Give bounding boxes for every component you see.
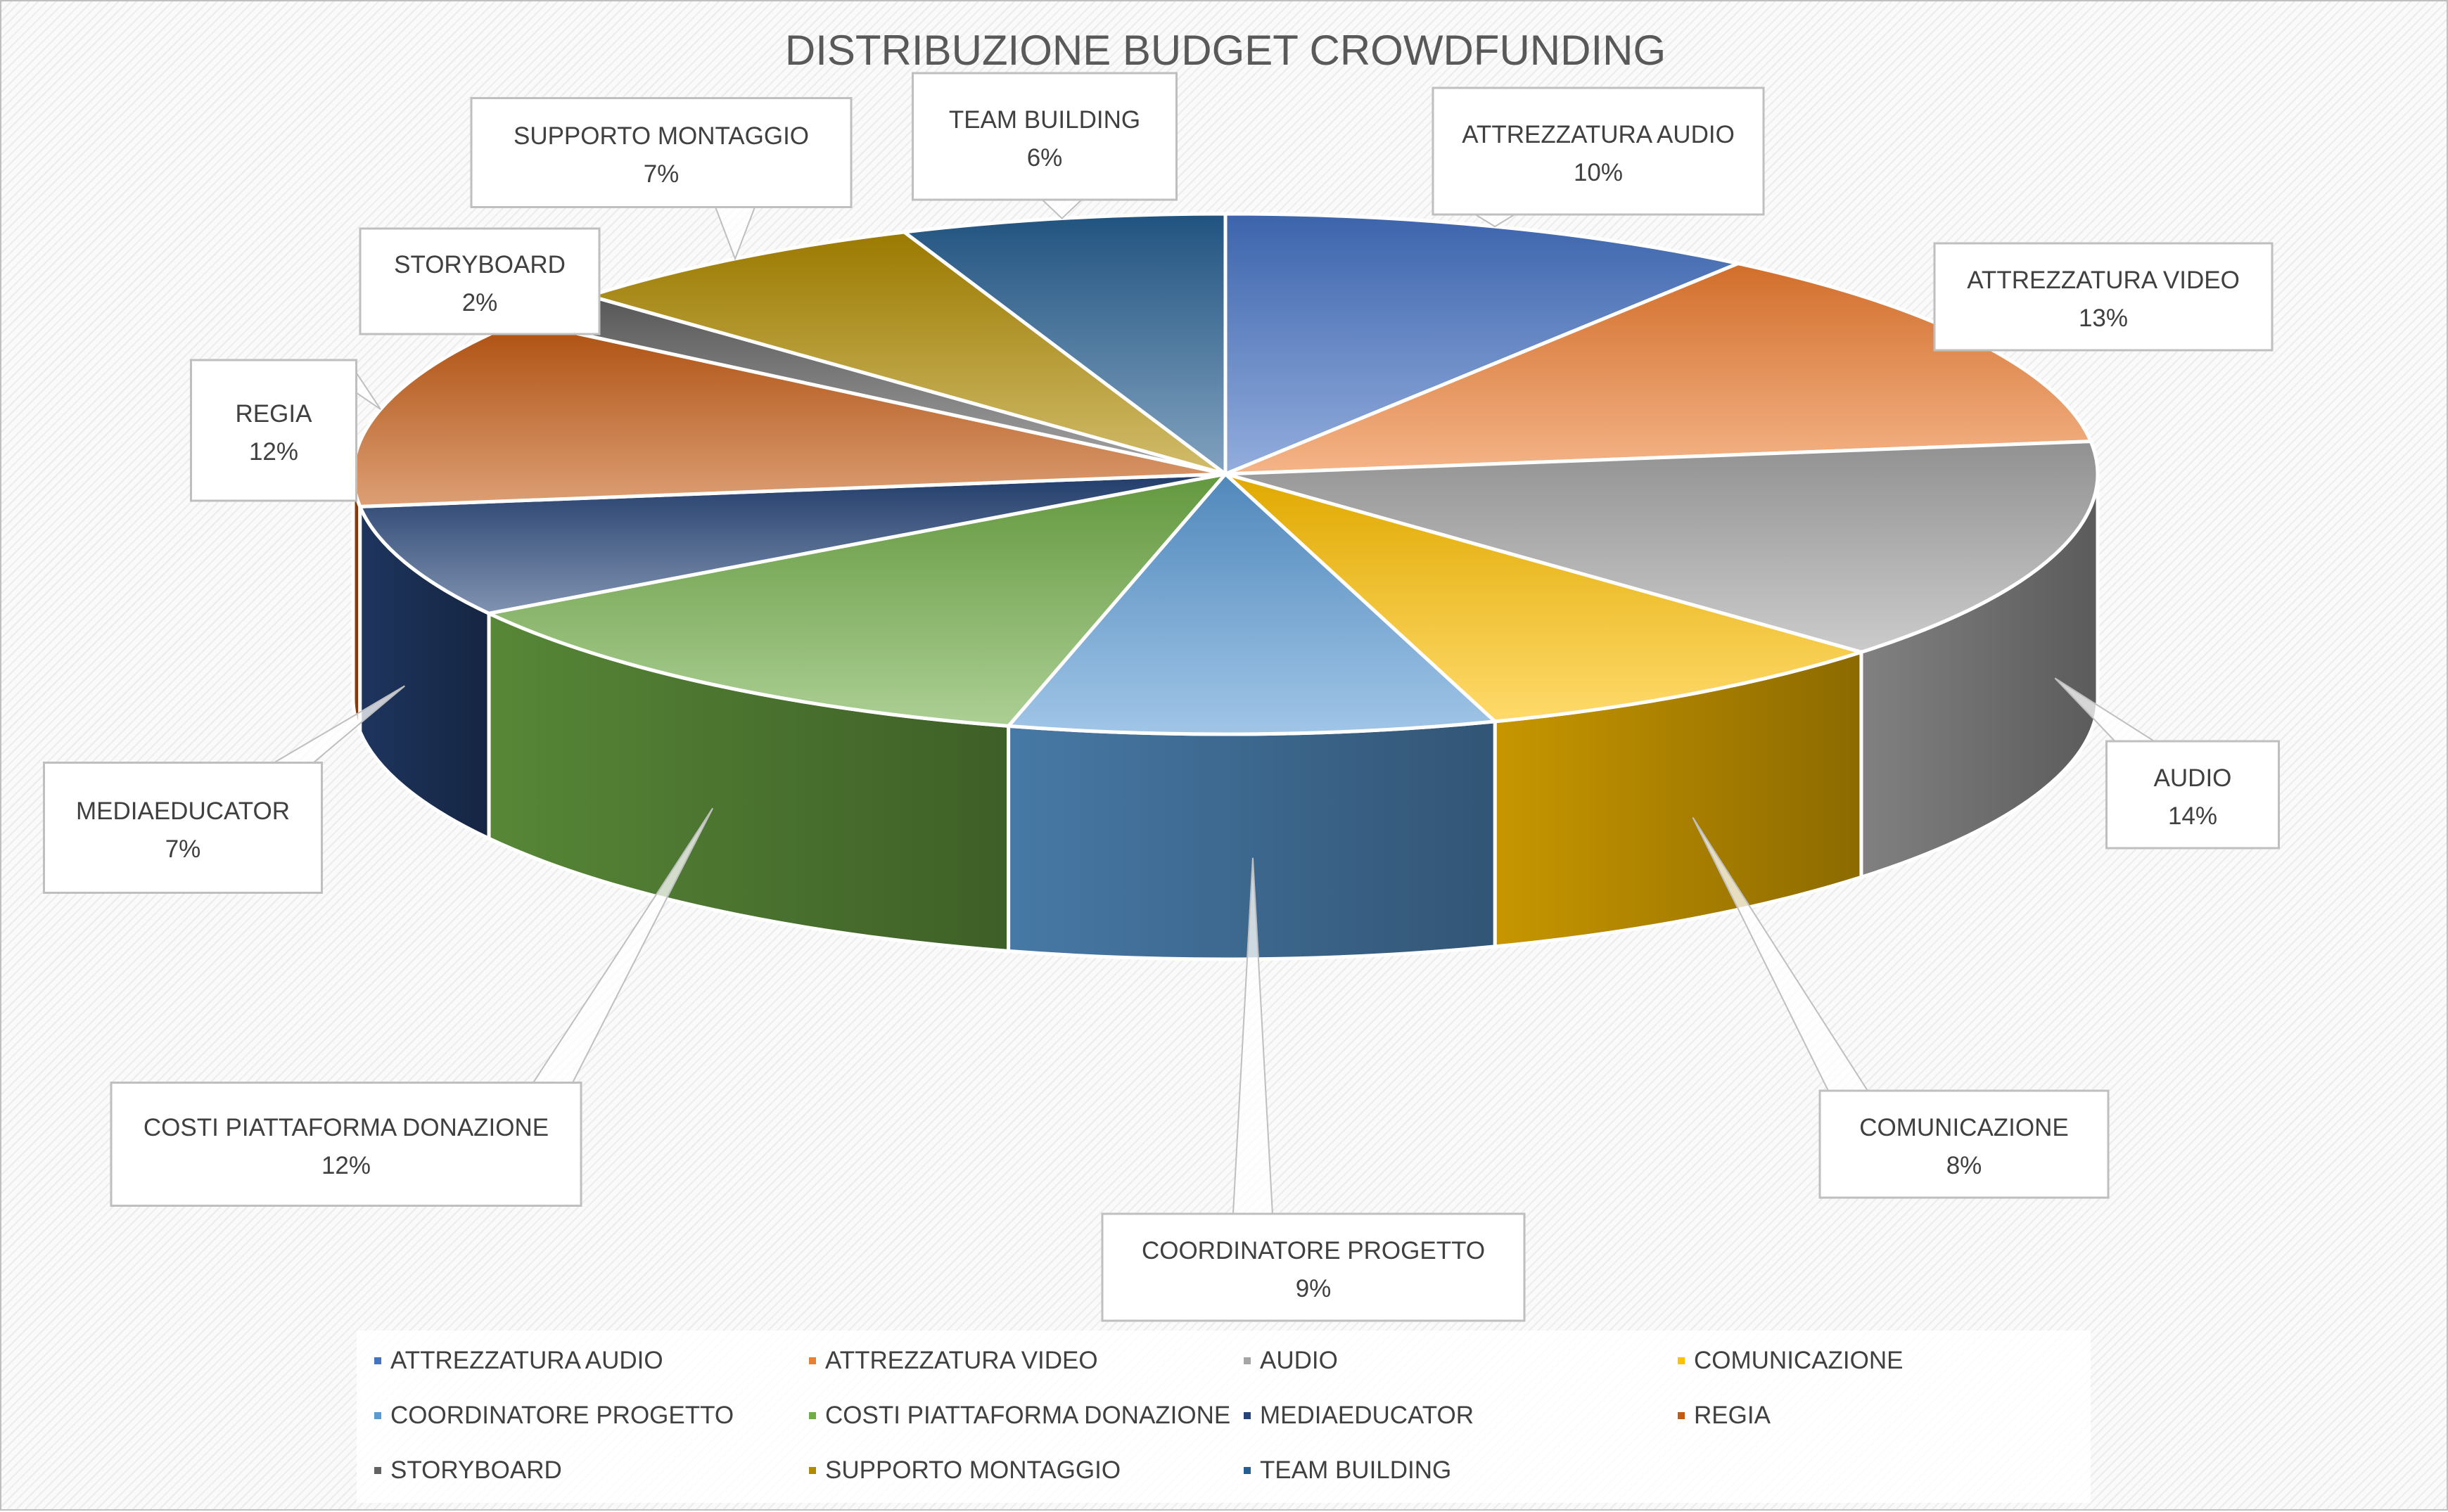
legend-label: ATTREZZATURA VIDEO	[825, 1347, 1098, 1374]
data-label-coordinatore-progetto: COORDINATORE PROGETTO 9%	[1101, 857, 1526, 1322]
legend-label: TEAM BUILDING	[1260, 1456, 1451, 1484]
slice-comunicazione	[1223, 472, 1863, 724]
label-value: 2%	[462, 289, 498, 316]
legend-item-team-building: TEAM BUILDING	[1244, 1456, 1451, 1484]
data-label-regia: REGIA 12%	[190, 359, 381, 502]
leader-line	[1040, 199, 1084, 219]
label-box	[359, 227, 601, 335]
legend-item-supporto-montaggio: SUPPORTO MONTAGGIO	[809, 1456, 1121, 1484]
legend-item-regia: REGIA	[1678, 1402, 1771, 1429]
slice-audio	[1223, 440, 2100, 654]
label-box	[2105, 740, 2280, 850]
legend-swatch	[1244, 1412, 1251, 1419]
legend-label: COMUNICAZIONE	[1694, 1347, 1904, 1374]
label-category: STORYBOARD	[394, 251, 566, 278]
label-box	[470, 97, 853, 208]
label-box	[1933, 242, 2274, 352]
data-label-audio: AUDIO 14%	[2054, 677, 2280, 850]
legend-swatch	[809, 1412, 816, 1419]
legend-swatch	[1678, 1357, 1685, 1364]
legend-item-coordinatore-progetto: COORDINATORE PROGETTO	[374, 1402, 734, 1429]
data-label-comunicazione: COMUNICAZIONE 8%	[1692, 816, 2110, 1199]
data-label-costi-piattaforma-donazione: COSTI PIATTAFORMA DONAZIONE 12%	[110, 807, 714, 1207]
legend-panel	[357, 1331, 2091, 1503]
label-box	[1818, 1089, 2110, 1199]
chart-title: DISTRIBUZIONE BUDGET CROWDFUNDING	[785, 27, 1666, 74]
legend-label: COSTI PIATTAFORMA DONAZIONE	[825, 1402, 1230, 1429]
label-value: 6%	[1027, 144, 1063, 172]
label-value: 9%	[1296, 1275, 1332, 1302]
legend-item-storyboard: STORYBOARD	[374, 1456, 562, 1484]
label-category: AUDIO	[2154, 764, 2232, 792]
legend-label: STORYBOARD	[390, 1456, 562, 1484]
pie-side-walls	[351, 473, 2100, 961]
legend-item-costi-piattaforma-donazione: COSTI PIATTAFORMA DONAZIONE	[809, 1402, 1230, 1429]
label-category: SUPPORTO MONTAGGIO	[514, 122, 809, 150]
label-category: TEAM BUILDING	[949, 106, 1140, 134]
label-box	[1101, 1212, 1526, 1322]
label-category: COMUNICAZIONE	[1859, 1114, 2069, 1141]
label-value: 10%	[1574, 159, 1623, 186]
data-label-attrezzatura-video: ATTREZZATURA VIDEO 13%	[1933, 242, 2274, 352]
legend-item-mediaeducator: MEDIAEDUCATOR	[1244, 1402, 1474, 1429]
label-value: 12%	[249, 438, 298, 466]
label-value: 13%	[2079, 305, 2128, 332]
label-box	[912, 72, 1178, 201]
slice-coordinatore-progetto	[1007, 472, 1497, 736]
legend-swatch	[374, 1357, 381, 1364]
label-category: MEDIAEDUCATOR	[76, 797, 290, 825]
data-label-supporto-montaggio: SUPPORTO MONTAGGIO 7%	[470, 97, 853, 261]
legend-label: MEDIAEDUCATOR	[1260, 1402, 1474, 1429]
label-box	[43, 762, 323, 894]
legend-swatch	[374, 1412, 381, 1419]
label-value: 12%	[321, 1152, 371, 1179]
pie-slices	[351, 212, 2100, 736]
legend-item-attrezzatura-video: ATTREZZATURA VIDEO	[809, 1347, 1098, 1374]
label-box	[110, 1082, 582, 1207]
label-category: COSTI PIATTAFORMA DONAZIONE	[144, 1114, 549, 1141]
legend-swatch	[1678, 1412, 1685, 1419]
legend-swatch	[1244, 1467, 1251, 1474]
data-label-team-building: TEAM BUILDING 6%	[912, 72, 1178, 219]
label-value: 8%	[1946, 1152, 1982, 1179]
legend-swatch	[809, 1467, 816, 1474]
legend-label: ATTREZZATURA AUDIO	[390, 1347, 663, 1374]
label-box	[1432, 87, 1765, 216]
data-label-storyboard: STORYBOARD 2%	[359, 227, 601, 335]
legend-swatch	[1244, 1357, 1251, 1364]
label-box	[190, 359, 357, 502]
leader-line	[714, 206, 756, 261]
label-value: 7%	[644, 160, 680, 188]
slice-costi-piattaforma-donazione	[487, 472, 1228, 728]
label-category: ATTREZZATURA AUDIO	[1462, 121, 1735, 148]
data-label-mediaeducator: MEDIAEDUCATOR 7%	[43, 685, 405, 894]
legend-swatch	[374, 1467, 381, 1474]
legend-label: REGIA	[1694, 1402, 1771, 1429]
legend-swatch	[809, 1357, 816, 1364]
legend-label: AUDIO	[1260, 1347, 1338, 1374]
legend: ATTREZZATURA AUDIO ATTREZZATURA VIDEO AUDI…	[357, 1331, 2091, 1503]
label-category: REGIA	[236, 400, 313, 428]
legend-item-audio: AUDIO	[1244, 1347, 1338, 1374]
slice-mediaeducator	[358, 472, 1228, 615]
legend-label: COORDINATORE PROGETTO	[390, 1402, 734, 1429]
legend-item-comunicazione: COMUNICAZIONE	[1678, 1347, 1904, 1374]
legend-item-attrezzatura-audio: ATTREZZATURA AUDIO	[374, 1347, 663, 1374]
label-value: 7%	[165, 835, 201, 863]
label-category: ATTREZZATURA VIDEO	[1967, 267, 2240, 294]
legend-label: SUPPORTO MONTAGGIO	[825, 1456, 1121, 1484]
label-category: COORDINATORE PROGETTO	[1142, 1237, 1485, 1264]
data-labels: ATTREZZATURA AUDIO 10% ATTREZZATURA VIDEO 1…	[43, 72, 2280, 1322]
label-value: 14%	[2168, 802, 2217, 830]
data-label-attrezzatura-audio: ATTREZZATURA AUDIO 10%	[1432, 87, 1765, 228]
